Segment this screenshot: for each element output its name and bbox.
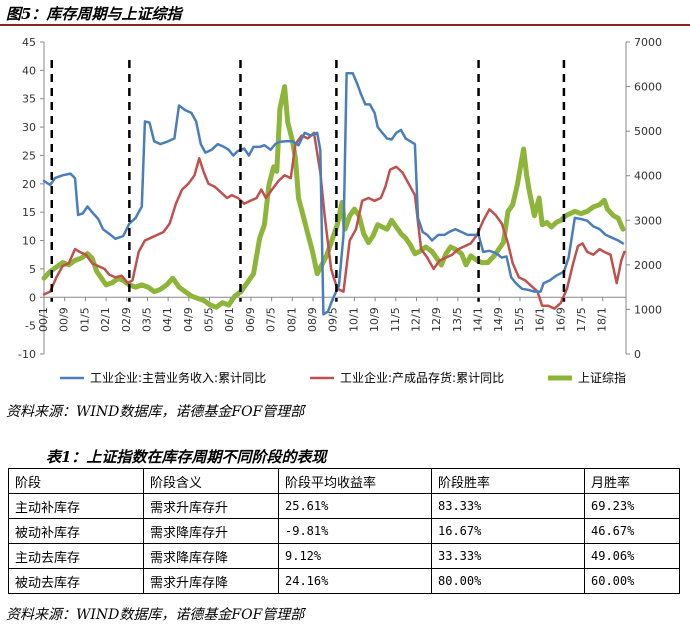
table-header-cell: 阶段胜率 bbox=[431, 468, 585, 494]
x-axis-tick-label: 06/9 bbox=[244, 307, 257, 332]
table-cell: 69.23% bbox=[584, 493, 680, 519]
table-cell: 16.67% bbox=[431, 518, 585, 544]
x-axis-tick-label: 10/9 bbox=[368, 307, 381, 332]
table-cell: -9.81% bbox=[278, 518, 432, 544]
table-cell: 24.16% bbox=[278, 568, 432, 594]
table-header-cell: 阶段平均收益率 bbox=[278, 468, 432, 494]
table-cell: 9.12% bbox=[278, 543, 432, 569]
chart-source-note: 资料来源：WIND数据库，诺德基金FOF管理部 bbox=[6, 404, 305, 420]
table-cell: 33.33% bbox=[431, 543, 585, 569]
index-series-line bbox=[41, 84, 626, 310]
x-axis-tick-label: 04/1 bbox=[161, 307, 174, 332]
table-title: 表1：上证指数在库存周期不同阶段的表现 bbox=[46, 448, 327, 466]
revenue-series-line bbox=[42, 71, 625, 316]
table-cell: 被动补库存 bbox=[8, 518, 144, 544]
table-source-note: 资料来源：WIND数据库，诺德基金FOF管理部 bbox=[6, 607, 305, 623]
left-axis-tick-label: 15 bbox=[22, 206, 36, 219]
left-axis-tick-label: 0 bbox=[29, 291, 36, 304]
x-axis-tick-label: 10/1 bbox=[347, 307, 360, 332]
table-header-cell: 阶段 bbox=[8, 468, 144, 494]
table-cell: 被动去库存 bbox=[8, 568, 144, 594]
left-axis-tick-label: 25 bbox=[22, 149, 36, 162]
legend-label: 工业企业:产成品存货:累计同比 bbox=[340, 370, 504, 385]
right-axis-tick-label: 2000 bbox=[634, 259, 662, 272]
x-axis-tick-label: 18/1 bbox=[596, 307, 609, 332]
left-axis-tick-label: -10 bbox=[18, 348, 36, 361]
table-row: 主动补库存 需求升库存升 25.61% 83.33% 69.23% bbox=[8, 493, 680, 519]
table-cell: 需求降库存降 bbox=[143, 543, 279, 569]
right-axis-tick-label: 7000 bbox=[634, 36, 662, 49]
table-cell: 需求升库存升 bbox=[143, 493, 279, 519]
left-axis-tick-label: -5 bbox=[25, 320, 36, 333]
table-header-cell: 月胜率 bbox=[584, 468, 680, 494]
x-axis-tick-label: 04/9 bbox=[182, 307, 195, 332]
table-cell: 46.67% bbox=[584, 518, 680, 544]
table-cell: 49.06% bbox=[584, 543, 680, 569]
table-cell: 需求升库存降 bbox=[143, 568, 279, 594]
x-axis-tick-label: 08/9 bbox=[306, 307, 319, 332]
x-axis-tick-label: 03/5 bbox=[140, 307, 153, 332]
x-axis-tick-label: 01/5 bbox=[78, 307, 91, 332]
right-axis-tick-label: 0 bbox=[634, 348, 641, 361]
left-axis-tick-label: 30 bbox=[22, 121, 36, 134]
table-cell: 主动补库存 bbox=[8, 493, 144, 519]
x-axis-tick-label: 11/5 bbox=[389, 307, 402, 332]
table-header-cell: 阶段含义 bbox=[143, 468, 279, 494]
x-axis-tick-label: 17/5 bbox=[575, 307, 588, 332]
table-cell: 25.61% bbox=[278, 493, 432, 519]
table-row: 被动去库存 需求升库存降 24.16% 80.00% 60.00% bbox=[8, 568, 680, 594]
table-row: 主动去库存 需求降库存降 9.12% 33.33% 49.06% bbox=[8, 543, 680, 569]
table-cell: 60.00% bbox=[584, 568, 680, 594]
x-axis-tick-label: 14/1 bbox=[472, 307, 485, 332]
x-axis-tick-label: 14/9 bbox=[492, 307, 505, 332]
x-axis-tick-label: 02/1 bbox=[99, 307, 112, 332]
x-axis-tick-label: 09/5 bbox=[327, 307, 340, 332]
table-cell: 80.00% bbox=[431, 568, 585, 594]
performance-table: 阶段 阶段含义 阶段平均收益率 阶段胜率 月胜率 主动补库存 需求升库存升 25… bbox=[8, 468, 680, 594]
x-axis-tick-label: 02/9 bbox=[120, 307, 133, 332]
table-row: 被动补库存 需求降库存升 -9.81% 16.67% 46.67% bbox=[8, 518, 680, 544]
right-axis-tick-label: 4000 bbox=[634, 170, 662, 183]
x-axis-tick-label: 12/1 bbox=[409, 307, 422, 332]
x-axis-tick-label: 00/9 bbox=[58, 307, 71, 332]
table-cell: 需求降库存升 bbox=[143, 518, 279, 544]
inventory-cycle-chart: -10 -5 0 5 10 15 20 25 30 35 40 45 0 1000 2000 3000 4000… bbox=[18, 36, 662, 385]
left-axis-tick-label: 40 bbox=[22, 64, 36, 77]
x-axis-tick-label: 15/5 bbox=[513, 307, 526, 332]
right-axis-tick-label: 1000 bbox=[634, 303, 662, 316]
legend-label: 工业企业:主营业务收入:累计同比 bbox=[90, 370, 266, 385]
legend-label: 上证综指 bbox=[578, 370, 626, 385]
left-axis-tick-label: 10 bbox=[22, 235, 36, 248]
figure-title-bar: 图5：库存周期与上证综指 bbox=[0, 0, 690, 26]
table-cell: 83.33% bbox=[431, 493, 585, 519]
x-axis-tick-label: 00/1 bbox=[37, 307, 50, 332]
inventory-series-line bbox=[42, 131, 626, 310]
x-axis-tick-label: 16/1 bbox=[534, 307, 547, 332]
x-axis-tick-label: 08/1 bbox=[285, 307, 298, 332]
right-axis-tick-label: 3000 bbox=[634, 214, 662, 227]
left-axis-tick-label: 5 bbox=[29, 263, 36, 276]
figure-title: 图5：库存周期与上证综指 bbox=[6, 5, 182, 23]
right-axis-tick-label: 6000 bbox=[634, 81, 662, 94]
right-axis-tick-label: 5000 bbox=[634, 125, 662, 138]
x-axis-tick-label: 05/5 bbox=[203, 307, 216, 332]
left-axis-tick-label: 35 bbox=[22, 93, 36, 106]
x-axis-tick-label: 06/1 bbox=[223, 307, 236, 332]
left-axis-tick-label: 45 bbox=[22, 36, 36, 49]
x-axis-tick-label: 13/5 bbox=[451, 307, 464, 332]
x-axis-tick-label: 16/9 bbox=[554, 307, 567, 332]
left-axis-tick-label: 20 bbox=[22, 178, 36, 191]
x-axis-tick-label: 07/5 bbox=[265, 307, 278, 332]
x-axis-tick-label: 12/9 bbox=[430, 307, 443, 332]
table-header-row: 阶段 阶段含义 阶段平均收益率 阶段胜率 月胜率 bbox=[8, 468, 680, 494]
table-cell: 主动去库存 bbox=[8, 543, 144, 569]
